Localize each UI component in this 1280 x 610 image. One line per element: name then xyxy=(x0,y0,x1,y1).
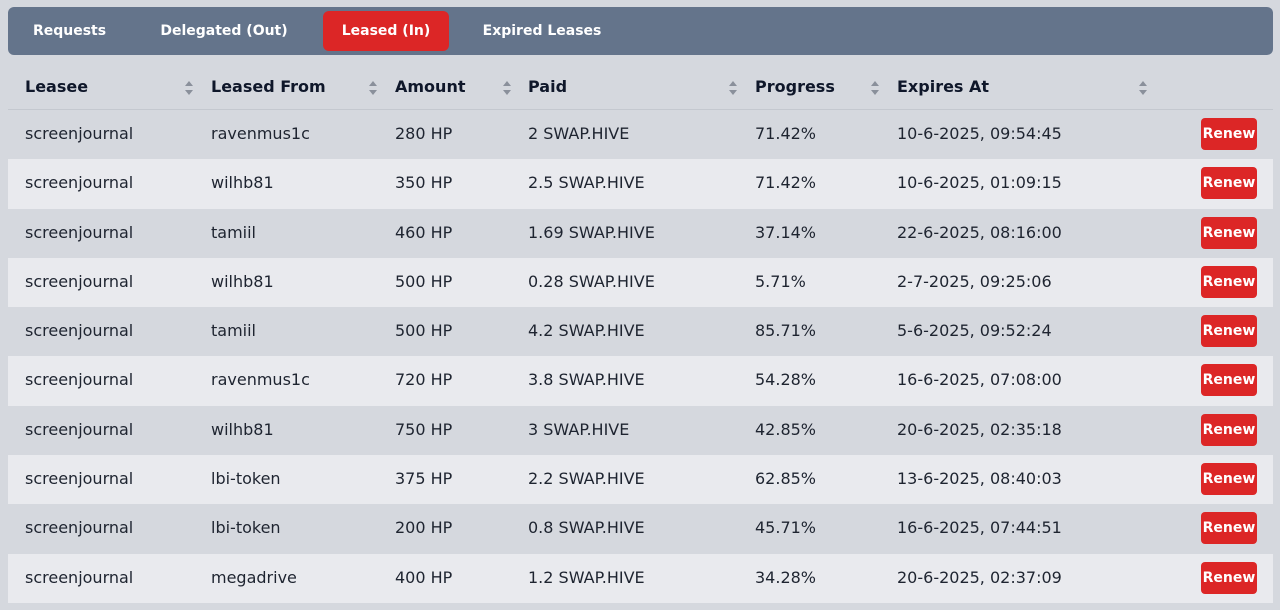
lease-tabs: Requests Delegated (Out) Leased (In) Exp… xyxy=(8,7,1273,55)
sort-icon[interactable] xyxy=(1138,80,1148,96)
cell-paid: 3.8 SWAP.HIVE xyxy=(528,370,645,390)
cell-amount: 750 HP xyxy=(395,419,453,439)
renew-button[interactable]: Renew xyxy=(1201,512,1257,545)
cell-leasee: screenjournal xyxy=(25,124,134,143)
cell-leased-from: ravenmus1c xyxy=(211,124,310,143)
cell-leasee: screenjournal xyxy=(25,173,134,193)
cell-progress: 54.28% xyxy=(755,370,817,390)
table-row: screenjournal ravenmus1c 720 HP 3.8 SWAP.HI… xyxy=(8,356,1273,406)
table-row: screenjournal lbi-token 375 HP 2.2 SWAP.HIV… xyxy=(8,455,1273,505)
cell-expires-at: 16-6-2025, 07:44:51 xyxy=(897,518,1062,538)
table-row: screenjournal wilhb81 750 HP 3 SWAP.HIVE 42.… xyxy=(8,405,1273,456)
sort-icon[interactable] xyxy=(368,80,378,96)
cell-leased-from: tamiil xyxy=(211,321,256,341)
cell-expires-at: 16-6-2025, 07:08:00 xyxy=(897,370,1062,390)
tab-delegated-out[interactable]: Delegated (Out) xyxy=(160,23,288,39)
column-header-paid[interactable]: Paid xyxy=(528,77,568,96)
sort-icon[interactable] xyxy=(184,80,194,96)
cell-paid: 1.2 SWAP.HIVE xyxy=(528,567,645,587)
cell-progress: 45.71% xyxy=(755,518,817,538)
cell-paid: 0.28 SWAP.HIVE xyxy=(528,271,655,291)
sort-icon[interactable] xyxy=(502,80,512,96)
cell-expires-at: 22-6-2025, 08:16:00 xyxy=(897,222,1062,242)
column-header-amount[interactable]: Amount xyxy=(395,77,466,96)
cell-leased-from: megadrive xyxy=(211,567,297,587)
column-header-expires-at[interactable]: Expires At xyxy=(897,77,990,96)
cell-expires-at: 10-6-2025, 01:09:15 xyxy=(897,173,1062,193)
cell-leasee: screenjournal xyxy=(25,321,134,341)
cell-leasee: screenjournal xyxy=(25,222,134,242)
cell-expires-at: 13-6-2025, 08:40:03 xyxy=(897,469,1062,489)
cell-leasee: screenjournal xyxy=(25,518,134,538)
cell-leased-from: lbi-token xyxy=(211,518,281,538)
renew-button[interactable]: Renew xyxy=(1201,364,1257,397)
cell-amount: 200 HP xyxy=(395,518,453,538)
cell-leased-from: tamiil xyxy=(211,222,256,242)
cell-expires-at: 20-6-2025, 02:37:09 xyxy=(897,567,1062,587)
tab-leased-in[interactable]: Leased (In) xyxy=(323,11,449,51)
cell-paid: 3 SWAP.HIVE xyxy=(528,419,630,439)
cell-leased-from: wilhb81 xyxy=(211,271,274,291)
cell-paid: 2 SWAP.HIVE xyxy=(528,124,630,143)
cell-expires-at: 2-7-2025, 09:25:06 xyxy=(897,271,1052,291)
cell-amount: 500 HP xyxy=(395,321,453,341)
cell-progress: 42.85% xyxy=(755,419,817,439)
column-header-leasee[interactable]: Leasee xyxy=(25,77,89,96)
cell-leased-from: wilhb81 xyxy=(211,173,274,193)
cell-amount: 460 HP xyxy=(395,222,453,242)
cell-paid: 2.2 SWAP.HIVE xyxy=(528,469,645,489)
table-row: screenjournal tamiil 500 HP 4.2 SWAP.HIVE 85… xyxy=(8,307,1273,357)
cell-leasee: screenjournal xyxy=(25,567,134,587)
renew-button[interactable]: Renew xyxy=(1201,216,1257,249)
renew-button[interactable]: Renew xyxy=(1201,167,1257,200)
renew-button[interactable]: Renew xyxy=(1201,315,1257,348)
cell-leasee: screenjournal xyxy=(25,271,134,291)
cell-amount: 500 HP xyxy=(395,271,453,291)
cell-expires-at: 5-6-2025, 09:52:24 xyxy=(897,321,1052,341)
cell-paid: 4.2 SWAP.HIVE xyxy=(528,321,645,341)
cell-amount: 400 HP xyxy=(395,567,453,587)
cell-amount: 375 HP xyxy=(395,469,453,489)
table-row: screenjournal wilhb81 500 HP 0.28 SWAP.HIVE… xyxy=(8,257,1273,308)
cell-leasee: screenjournal xyxy=(25,469,134,489)
renew-button[interactable]: Renew xyxy=(1201,561,1257,594)
cell-amount: 720 HP xyxy=(395,370,453,390)
renew-button[interactable]: Renew xyxy=(1201,265,1257,298)
cell-expires-at: 20-6-2025, 02:35:18 xyxy=(897,419,1062,439)
renew-button[interactable]: Renew xyxy=(1201,463,1257,496)
cell-progress: 71.42% xyxy=(755,173,817,193)
cell-paid: 2.5 SWAP.HIVE xyxy=(528,173,645,193)
cell-amount: 350 HP xyxy=(395,173,453,193)
column-header-leased-from[interactable]: Leased From xyxy=(211,77,326,96)
table-row: screenjournal ravenmus1c 280 HP 2 SWAP.HIVE… xyxy=(8,110,1273,160)
table-row: screenjournal wilhb81 350 HP 2.5 SWAP.HIVE 7… xyxy=(8,159,1273,209)
cell-leased-from: ravenmus1c xyxy=(211,370,310,390)
cell-amount: 280 HP xyxy=(395,124,453,143)
tab-requests[interactable]: Requests xyxy=(32,23,107,39)
sort-icon[interactable] xyxy=(728,80,738,96)
sort-icon[interactable] xyxy=(870,80,880,96)
cell-leased-from: lbi-token xyxy=(211,469,281,489)
cell-progress: 62.85% xyxy=(755,469,817,489)
cell-paid: 1.69 SWAP.HIVE xyxy=(528,222,655,242)
cell-leased-from: wilhb81 xyxy=(211,419,274,439)
tab-expired-leases[interactable]: Expired Leases xyxy=(482,23,602,39)
cell-progress: 85.71% xyxy=(755,321,817,341)
column-header-progress[interactable]: Progress xyxy=(755,77,835,96)
table-row: screenjournal tamiil 460 HP 1.69 SWAP.HIVE 3… xyxy=(8,208,1273,258)
table-row: screenjournal megadrive 400 HP 1.2 SWAP.HIV… xyxy=(8,553,1273,603)
cell-paid: 0.8 SWAP.HIVE xyxy=(528,518,645,538)
cell-leasee: screenjournal xyxy=(25,419,134,439)
cell-leasee: screenjournal xyxy=(25,370,134,390)
cell-expires-at: 10-6-2025, 09:54:45 xyxy=(897,124,1062,143)
cell-progress: 5.71% xyxy=(755,271,806,291)
lease-table-body: screenjournal ravenmus1c 280 HP 2 SWAP.HIVE… xyxy=(8,110,1273,603)
cell-progress: 71.42% xyxy=(755,124,817,143)
table-header: Leasee Leased From Amount Paid Progress … xyxy=(8,65,1273,110)
cell-progress: 37.14% xyxy=(755,222,817,242)
renew-button[interactable]: Renew xyxy=(1201,413,1257,446)
renew-button[interactable]: Renew xyxy=(1201,118,1257,150)
table-row: screenjournal lbi-token 200 HP 0.8 SWAP.HIV… xyxy=(8,504,1273,554)
cell-progress: 34.28% xyxy=(755,567,817,587)
